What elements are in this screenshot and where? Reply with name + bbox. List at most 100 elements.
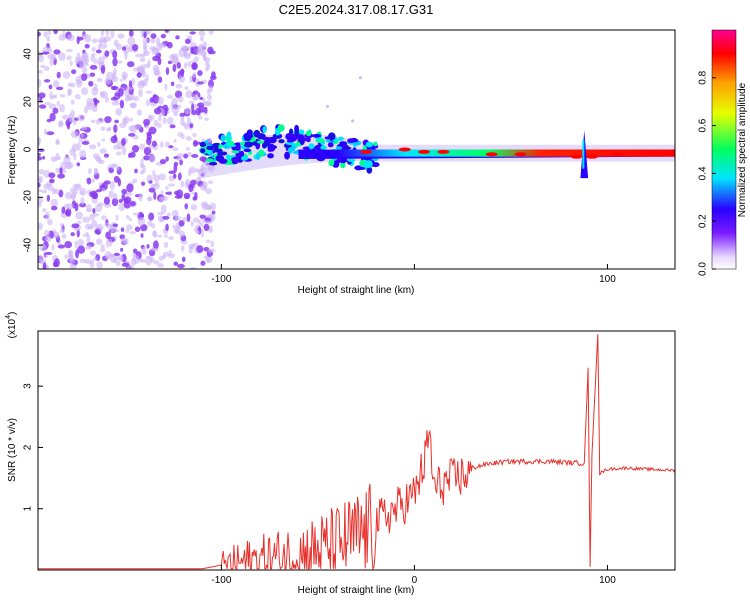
- noise-blob: [173, 173, 177, 179]
- noise-blob: [82, 233, 89, 237]
- noise-blob: [96, 77, 103, 83]
- noise-blob: [128, 132, 136, 137]
- noise-blob: [50, 53, 57, 62]
- noise-blob: [207, 248, 216, 253]
- noise-blob: [76, 220, 82, 224]
- noise-blob: [136, 109, 143, 116]
- noise-blob: [43, 31, 48, 38]
- noise-blob: [44, 101, 51, 106]
- noise-blob: [92, 208, 96, 214]
- noise-blob: [159, 141, 164, 148]
- noise-blob: [52, 80, 60, 88]
- noise-blob: [121, 146, 127, 156]
- trail-blob: [295, 141, 301, 147]
- noise-blob: [139, 213, 145, 218]
- noise-blob: [165, 185, 169, 190]
- noise-blob: [99, 91, 106, 97]
- noise-blob: [164, 83, 168, 91]
- trail-core: [337, 149, 675, 157]
- noise-blob: [83, 33, 92, 43]
- snr-y-ticks: 1 2 3: [23, 383, 43, 511]
- noise-blob: [56, 100, 60, 107]
- spectrogram-y-label: Frequency (Hz): [7, 116, 18, 185]
- snr-y-label: SNR (10 * v/v): [7, 418, 18, 482]
- noise-blob: [88, 80, 94, 87]
- spectrogram-y-tick-label: -40: [23, 237, 34, 252]
- noise-blob: [57, 120, 64, 128]
- noise-blob: [95, 204, 103, 213]
- noise-blob: [92, 192, 99, 200]
- noise-blob: [86, 234, 91, 244]
- noise-blob: [159, 159, 167, 165]
- trail-blob: [343, 146, 352, 150]
- trail-blob: [269, 145, 277, 150]
- noise-blob: [79, 190, 84, 195]
- noise-blob: [162, 215, 170, 220]
- noise-blob: [76, 36, 80, 45]
- noise-blob: [189, 75, 193, 83]
- noise-blob: [143, 146, 152, 156]
- noise-blob: [180, 47, 185, 52]
- noise-blob: [190, 204, 198, 211]
- noise-blob: [145, 90, 153, 94]
- noise-blob: [193, 94, 199, 101]
- noise-blob: [153, 260, 160, 265]
- noise-blob: [184, 203, 189, 210]
- trail-blob: [218, 144, 223, 149]
- noise-blob: [64, 210, 70, 216]
- noise-blob: [141, 246, 147, 255]
- trail-blob: [216, 148, 223, 153]
- noise-blob: [140, 233, 144, 238]
- noise-blob: [119, 99, 125, 109]
- noise-blob: [61, 206, 66, 214]
- noise-blob: [58, 52, 66, 61]
- trail-hotspot: [585, 154, 598, 159]
- noise-blob: [155, 181, 159, 186]
- noise-blob: [134, 168, 138, 174]
- noise-blob: [112, 223, 119, 228]
- noise-blob: [126, 183, 134, 193]
- noise-blob: [89, 64, 98, 70]
- noise-blob: [76, 162, 81, 167]
- noise-blob: [92, 52, 96, 58]
- trail-blob: [231, 156, 241, 163]
- noise-blob: [68, 113, 74, 121]
- noise-blob: [118, 198, 123, 203]
- noise-blob: [170, 81, 175, 87]
- noise-blob: [157, 76, 163, 84]
- noise-blob: [160, 190, 164, 195]
- noise-blob: [127, 36, 136, 46]
- noise-blob: [175, 216, 182, 220]
- trail-blob: [256, 140, 265, 144]
- snr-x-tick-label: -100: [211, 575, 231, 586]
- noise-blob: [152, 94, 157, 99]
- noise-blob: [184, 85, 189, 91]
- noise-blob: [91, 38, 98, 44]
- spectrogram-y-tick-label: -20: [23, 190, 34, 205]
- noise-blob: [151, 140, 157, 147]
- noise-blob: [97, 141, 101, 147]
- noise-blob: [71, 69, 77, 75]
- noise-blob: [172, 147, 179, 152]
- noise-blob: [91, 86, 99, 96]
- snr-line: [38, 334, 675, 570]
- noise-blob: [146, 133, 152, 141]
- noise-blob: [59, 228, 65, 234]
- noise-blob: [74, 56, 81, 64]
- noise-blob: [132, 212, 140, 216]
- noise-blob: [142, 42, 148, 50]
- trail-spike-core: [582, 139, 585, 169]
- noise-blob: [81, 65, 88, 74]
- noise-blob: [66, 203, 74, 210]
- noise-blob: [70, 130, 79, 139]
- trail-blob: [320, 145, 327, 150]
- noise-blob: [121, 262, 130, 267]
- spectrogram-y-tick-label: 0: [23, 146, 34, 152]
- noise-blob: [148, 187, 156, 193]
- noise-blob: [103, 196, 111, 205]
- trail-hotspot: [485, 152, 498, 157]
- noise-blob: [207, 94, 212, 101]
- noise-blob: [150, 37, 156, 44]
- trail-blob: [262, 126, 267, 134]
- noise-blob: [154, 70, 161, 77]
